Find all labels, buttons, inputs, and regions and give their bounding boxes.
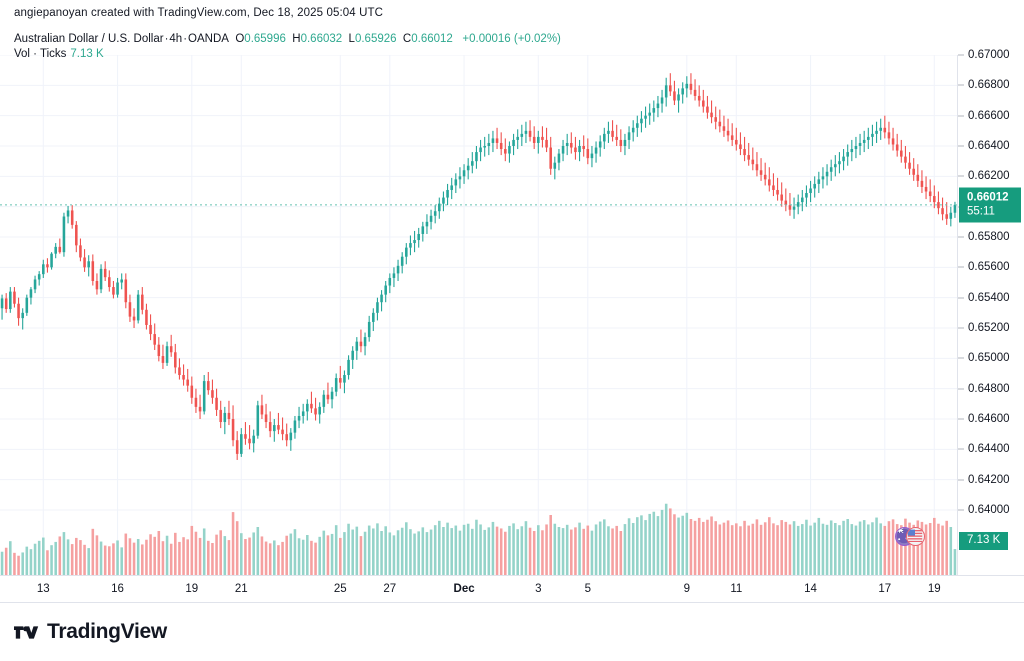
time-tick-label: 17 — [878, 583, 892, 595]
legend-close-label: C — [402, 33, 412, 45]
chart-legend: Australian Dollar / U.S. Dollar·4h·OANDA… — [14, 32, 561, 62]
legend-volume-row: Vol · Ticks 7.13 K — [14, 47, 561, 62]
price-tick-label: 0.66600 — [968, 109, 1010, 122]
price-tick-dash — [958, 479, 964, 481]
time-scale[interactable]: 13 16 19 21 25 27 Dec 3 5 9 11 14 17 19 — [0, 575, 1024, 603]
time-tick-label: 19 — [185, 583, 199, 595]
price-tick-dash — [958, 266, 964, 268]
price-tick-dash — [958, 297, 964, 299]
time-tick-label: 16 — [111, 583, 124, 595]
price-tick-label: 0.67000 — [968, 49, 1010, 61]
legend-symbol[interactable]: Australian Dollar / U.S. Dollar — [14, 33, 164, 45]
price-tick-dash — [958, 84, 964, 86]
chart-plot-area[interactable] — [0, 55, 957, 575]
time-tick-label: 9 — [683, 583, 691, 595]
usd-flag-icon — [906, 527, 925, 546]
time-tick-label: 14 — [804, 583, 817, 595]
legend-open-label: O — [235, 33, 245, 45]
price-tick-label: 0.65800 — [968, 231, 1010, 243]
legend-interval[interactable]: 4h — [169, 33, 183, 45]
time-tick-label: 21 — [234, 583, 248, 595]
price-tick-label: 0.64400 — [968, 443, 1010, 456]
price-tick-dash — [958, 357, 964, 359]
chart-canvas[interactable] — [0, 55, 957, 575]
legend-sep-2: · — [183, 33, 188, 45]
price-tick-label: 0.66400 — [968, 140, 1010, 152]
candlestick-series — [0, 73, 957, 460]
time-tick-label: 11 — [730, 583, 743, 595]
price-tick-label: 0.65600 — [968, 261, 1010, 274]
price-tick-dash — [958, 509, 964, 511]
legend-exchange: OANDA — [188, 33, 229, 45]
price-tick-label: 0.64800 — [968, 382, 1010, 395]
legend-main-row: Australian Dollar / U.S. Dollar·4h·OANDA… — [14, 32, 561, 47]
volume-value-badge: 7.13 K — [959, 532, 1009, 551]
price-tick-label: 0.65200 — [968, 322, 1010, 334]
time-tick-label: 19 — [927, 583, 941, 595]
price-tick-dash — [958, 54, 964, 56]
price-tick-label: 0.64200 — [968, 473, 1010, 486]
legend-open-value: 0.65996 — [244, 33, 286, 45]
tradingview-wordmark: TradingView — [47, 620, 167, 643]
legend-volume-value: 7.13 K — [70, 48, 104, 60]
price-scale[interactable]: 0.67000 0.66800 0.66600 0.66400 0.66200 0.660… — [957, 49, 1024, 575]
volume-bars — [0, 503, 957, 575]
price-tick-dash — [958, 448, 964, 450]
legend-high-value: 0.66032 — [300, 33, 343, 45]
tradingview-logo-icon — [14, 625, 39, 639]
time-tick-label: 27 — [383, 583, 397, 595]
price-tick-dash — [958, 236, 964, 238]
tradingview-footer-logo: TradingView — [14, 620, 167, 644]
price-tick-label: 0.64600 — [968, 413, 1010, 425]
time-tick-label: Dec — [453, 583, 475, 595]
price-tick-dash — [958, 327, 964, 329]
price-tick-label: 0.65400 — [968, 291, 1010, 304]
bar-countdown: 55:11 — [967, 205, 995, 218]
current-price-badge: 0.66012 55:11 — [959, 187, 1021, 223]
legend-low-value: 0.65926 — [354, 33, 397, 45]
legend-sep-1: · — [164, 33, 169, 45]
current-price-value: 0.66012 — [967, 191, 1009, 204]
price-tick-label: 0.65000 — [968, 352, 1010, 365]
price-tick-dash — [958, 115, 964, 117]
price-tick-label: 0.64000 — [968, 504, 1010, 516]
price-tick-label: 0.66200 — [968, 170, 1010, 183]
legend-change: +0.00016 (+0.02%) — [462, 33, 561, 45]
legend-low-label: L — [348, 33, 355, 45]
legend-volume-label: Vol · Ticks — [14, 48, 67, 60]
price-tick-dash — [958, 175, 964, 177]
legend-close-value: 0.66012 — [411, 33, 453, 45]
price-tick-dash — [958, 388, 964, 390]
price-tick-label: 0.66800 — [968, 79, 1010, 92]
currency-pair-flags-badge — [895, 527, 929, 547]
time-tick-label: 25 — [333, 583, 347, 595]
attribution-text: angiepanoyan created with TradingView.co… — [14, 7, 384, 19]
price-tick-dash — [958, 418, 964, 420]
price-tick-dash — [958, 145, 964, 147]
horizontal-gridlines — [0, 55, 957, 511]
time-tick-label: 13 — [36, 583, 50, 595]
time-tick-label: 5 — [584, 583, 592, 595]
legend-high-label: H — [292, 33, 301, 45]
time-tick-label: 3 — [535, 583, 542, 595]
vertical-gridlines — [42, 55, 935, 575]
